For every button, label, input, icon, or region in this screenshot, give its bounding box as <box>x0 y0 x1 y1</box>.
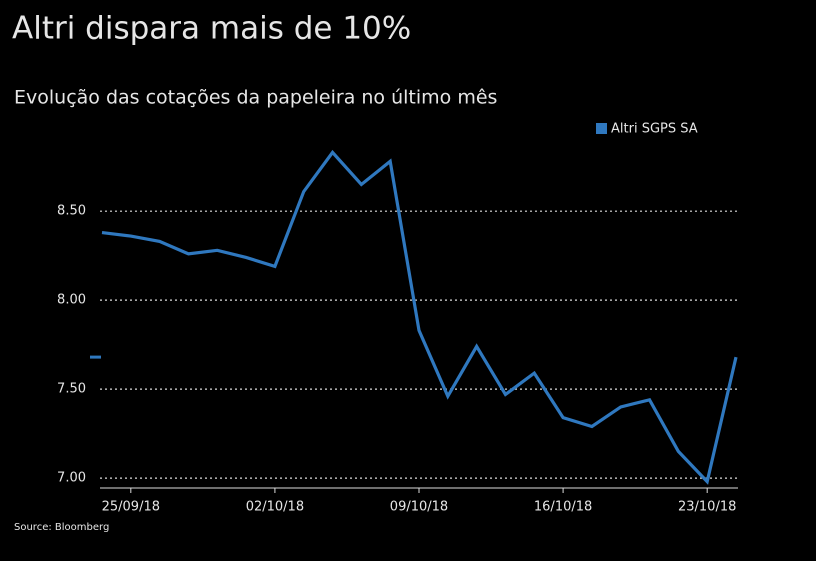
y-tick-label: 7.50 <box>57 382 86 397</box>
y-tick-label: 8.00 <box>57 293 86 308</box>
x-tick-label: 23/10/18 <box>678 500 736 515</box>
x-tick-label: 16/10/18 <box>534 500 592 515</box>
legend-swatch <box>596 123 607 134</box>
chart-subtitle: Evolução das cotações da papeleira no úl… <box>14 87 497 109</box>
source: Source: Bloomberg <box>14 522 109 533</box>
x-tick-label: 09/10/18 <box>390 500 448 515</box>
legend-label: Altri SGPS SA <box>611 122 698 137</box>
chart-title: Altri dispara mais de 10% <box>12 11 411 47</box>
line <box>101 149 738 485</box>
x-tick-label: 25/09/18 <box>102 500 160 515</box>
y-tick-label: 8.50 <box>57 204 86 219</box>
x-tick-label: 02/10/18 <box>246 500 304 515</box>
y-tick-label: 7.00 <box>57 471 86 486</box>
